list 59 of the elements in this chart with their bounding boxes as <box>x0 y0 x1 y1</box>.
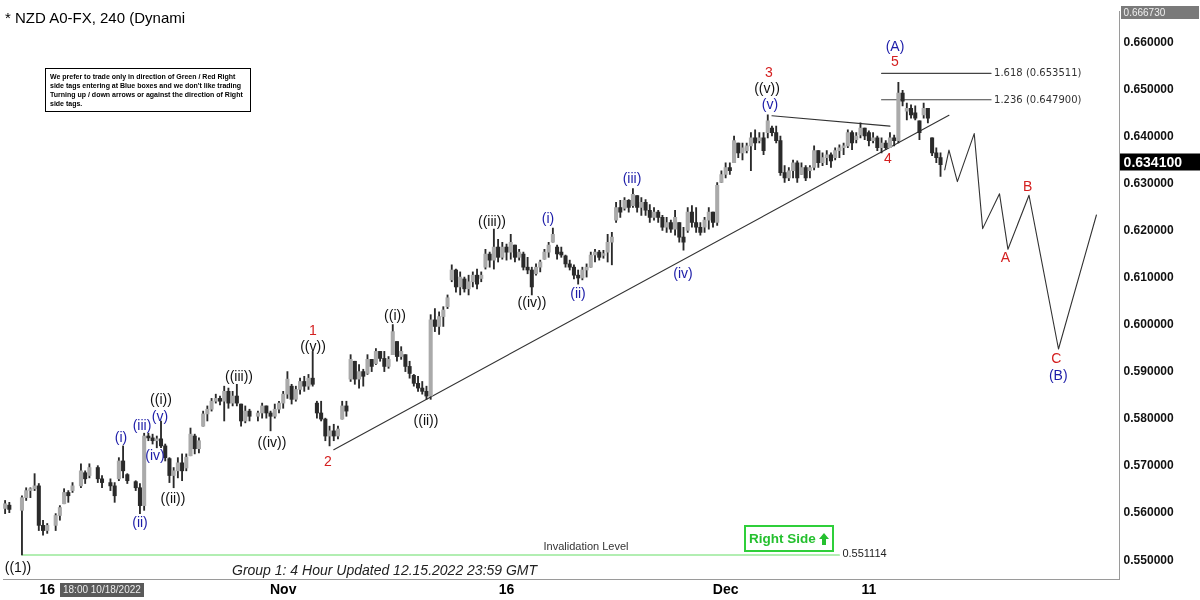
annotation: (v) <box>151 408 169 424</box>
annotation: 1 <box>309 322 317 338</box>
annotation: (i) <box>114 429 128 445</box>
annotation: Right Side <box>749 530 816 546</box>
annotation: Group 1: 4 Hour Updated 12.15.2022 23:59 GMT <box>232 562 538 578</box>
y-tick-label: 0.640000 <box>1123 129 1174 144</box>
text: 0.666730 <box>1120 6 1199 19</box>
annotation: (iv) <box>145 447 165 463</box>
y-tick-label: 0.620000 <box>1123 223 1174 238</box>
x-tick-label: 16 <box>39 581 56 598</box>
annotation: (v) <box>761 96 779 112</box>
y-tick-label: 0.580000 <box>1123 411 1174 426</box>
y-tick-label: 0.560000 <box>1123 505 1174 520</box>
tag-box: Right Side <box>744 525 834 552</box>
series-label: Invalidation Level <box>543 539 629 552</box>
annotation: ((iii)) <box>478 213 506 229</box>
x-tick-label: Dec <box>712 581 739 598</box>
annotation: 5 <box>891 53 899 69</box>
annotation: (ii) <box>570 285 586 301</box>
annotation: C <box>1051 350 1062 366</box>
annotation: (ii) <box>132 514 148 530</box>
y-tick-label: 0.550000 <box>1123 552 1174 567</box>
y-tick-label: 0.630000 <box>1123 176 1174 191</box>
annotation: ((ii)) <box>413 412 439 428</box>
annotation: ((iv)) <box>517 294 547 310</box>
annotation: ((1)) <box>4 559 32 575</box>
annotation: (B) <box>1048 366 1068 383</box>
annotation: (iv) <box>673 265 693 281</box>
data-label: 0.551114 <box>842 546 887 559</box>
x-tick-label: Nov <box>269 581 297 598</box>
x-tick-label: 11 <box>861 581 877 598</box>
annotation: (iii) <box>132 417 152 433</box>
series-label: 1.618 (0.653511) <box>994 67 1082 79</box>
annotation: 3 <box>765 64 773 80</box>
text: 0.634100 <box>1119 153 1200 171</box>
y-tick-label: 0.660000 <box>1123 35 1174 50</box>
annotation: (A) <box>885 38 905 54</box>
annotation: B <box>1023 177 1033 194</box>
annotation: ((ii)) <box>160 490 186 506</box>
annotation: (i) <box>541 210 555 226</box>
annotation: A <box>1000 248 1011 265</box>
annotation: (iii) <box>622 170 642 186</box>
y-tick-label: 0.600000 <box>1123 317 1174 332</box>
annotation: ((v)) <box>754 80 780 96</box>
y-tick-label: 0.650000 <box>1123 82 1174 97</box>
x-tick-label: 16 <box>498 581 515 598</box>
y-tick-label: 0.610000 <box>1123 270 1174 285</box>
text: 18:00 10/18/2022 <box>60 583 144 597</box>
annotation: ((iv)) <box>257 434 287 450</box>
annotation: ((i)) <box>150 391 172 407</box>
y-tick-label: 0.590000 <box>1123 364 1174 379</box>
annotation: ((iii)) <box>225 368 253 384</box>
y-tick-label: 0.570000 <box>1123 458 1174 473</box>
annotation: 2 <box>324 453 332 469</box>
chart-title: * NZD A0-FX, 240 (Dynami <box>5 9 186 26</box>
annotation: ((i)) <box>384 307 406 323</box>
annotation: 4 <box>884 150 892 166</box>
series-label: 1.236 (0.647900) <box>994 93 1082 105</box>
annotation: ((v)) <box>300 338 326 354</box>
